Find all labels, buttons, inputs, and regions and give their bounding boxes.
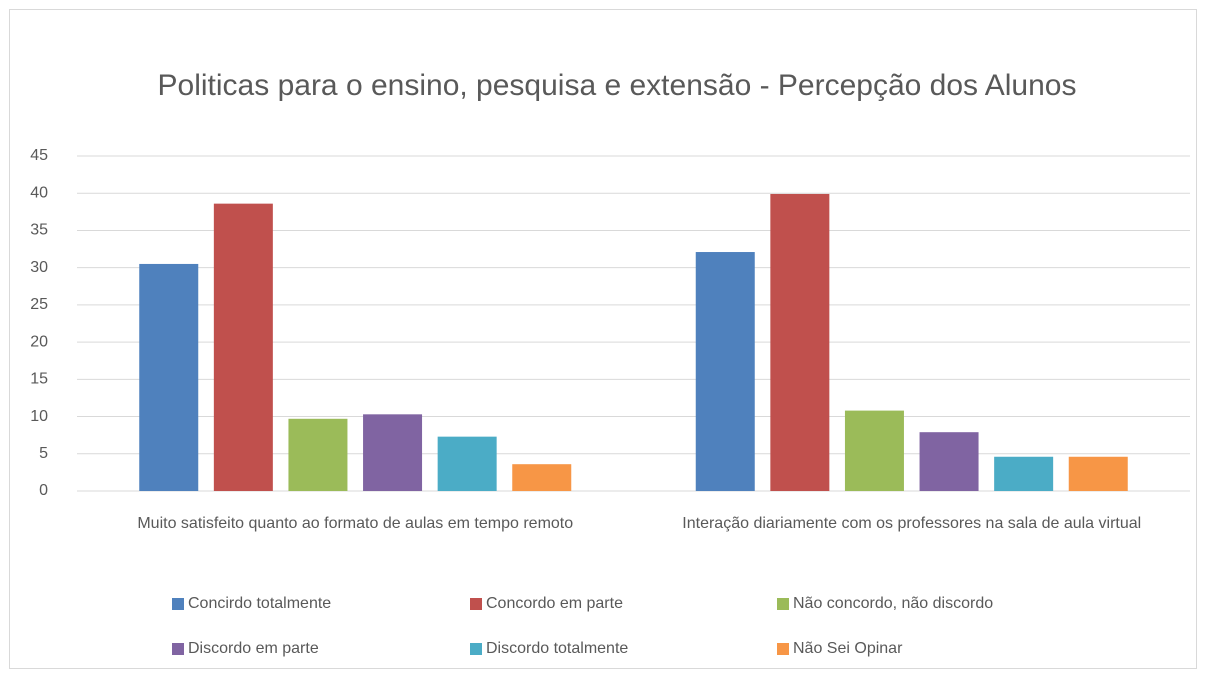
y-tick-label: 25 bbox=[30, 296, 48, 313]
bar bbox=[844, 410, 904, 491]
legend: Concirdo totalmente Concordo em parte Não … bbox=[172, 592, 1077, 661]
legend-label: Não Sei Opinar bbox=[793, 640, 903, 657]
y-tick-label: 10 bbox=[30, 408, 48, 425]
legend-swatch bbox=[777, 643, 789, 655]
chart-frame bbox=[9, 9, 1197, 669]
legend-label: Discordo em parte bbox=[188, 640, 319, 657]
bar bbox=[770, 193, 830, 491]
legend-label: Concordo em parte bbox=[486, 595, 623, 612]
legend-label: Concirdo totalmente bbox=[188, 595, 332, 612]
y-tick-label: 40 bbox=[30, 184, 48, 201]
bar bbox=[437, 436, 497, 491]
legend-item: Concordo em parte bbox=[470, 592, 777, 616]
legend-swatch bbox=[777, 598, 789, 610]
bar bbox=[695, 252, 755, 491]
legend-item: Concirdo totalmente bbox=[172, 592, 470, 616]
y-tick-label: 15 bbox=[30, 371, 48, 388]
bar bbox=[1068, 456, 1128, 491]
bar bbox=[512, 464, 572, 491]
y-tick-label: 45 bbox=[30, 147, 48, 164]
legend-label: Discordo totalmente bbox=[486, 640, 629, 657]
legend-swatch bbox=[470, 643, 482, 655]
y-tick-label: 30 bbox=[30, 259, 48, 276]
bar bbox=[994, 456, 1054, 491]
legend-item: Discordo totalmente bbox=[470, 637, 777, 661]
bar bbox=[139, 263, 199, 491]
x-tick-label: Muito satisfeito quanto ao formato de au… bbox=[137, 515, 574, 532]
legend-swatch bbox=[172, 598, 184, 610]
y-tick-label: 0 bbox=[39, 482, 48, 499]
y-tick-label: 20 bbox=[30, 333, 48, 350]
y-tick-label: 5 bbox=[39, 445, 48, 462]
bar bbox=[213, 203, 273, 491]
bar bbox=[288, 418, 348, 491]
legend-swatch bbox=[172, 643, 184, 655]
legend-swatch bbox=[470, 598, 482, 610]
legend-item: Não Sei Opinar bbox=[777, 637, 1077, 661]
bar bbox=[919, 432, 979, 491]
legend-label: Não concordo, não discordo bbox=[793, 595, 994, 612]
y-tick-label: 35 bbox=[30, 222, 48, 239]
legend-item: Não concordo, não discordo bbox=[777, 592, 1077, 616]
x-tick-label: Interação diariamente com os professores… bbox=[682, 515, 1142, 532]
legend-item: Discordo em parte bbox=[172, 637, 470, 661]
bar bbox=[363, 414, 423, 491]
chart-title: Politicas para o ensino, pesquisa e exte… bbox=[157, 69, 1077, 102]
